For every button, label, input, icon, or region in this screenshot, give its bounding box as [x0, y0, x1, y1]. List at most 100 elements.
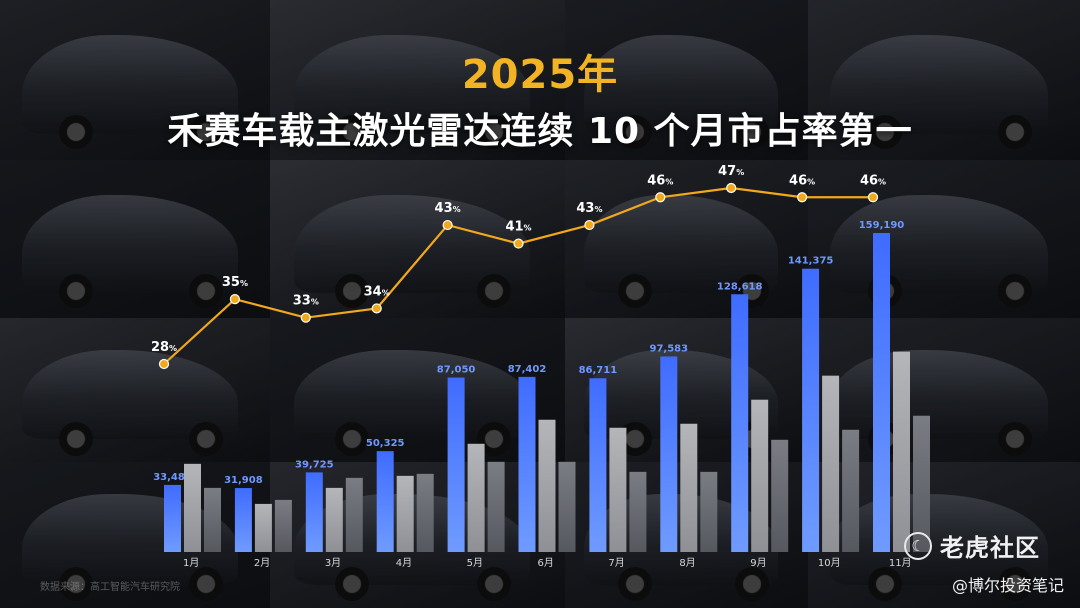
market-share-point	[158, 358, 170, 370]
car-wheel	[59, 422, 93, 456]
market-share-point	[726, 182, 737, 194]
car-wheel	[998, 274, 1032, 308]
bar-value-label: 87,402	[508, 364, 547, 375]
market-share-label: 33%	[293, 294, 319, 309]
market-share-point	[867, 192, 879, 203]
bar-value-label: 97,583	[650, 343, 689, 354]
market-share-point	[371, 303, 382, 314]
background-photo-tile	[0, 160, 270, 318]
car-wheel	[998, 567, 1032, 601]
bar-value-label: 33,485	[153, 472, 192, 483]
x-tick-label: 10月	[818, 557, 841, 569]
car-wheel	[868, 115, 902, 149]
other-bar-light	[680, 423, 698, 552]
car-wheel	[189, 115, 223, 149]
background-photo-tile	[565, 0, 808, 160]
other-bar-light	[538, 419, 556, 552]
market-share-line	[163, 186, 873, 365]
background-photo-tile	[270, 0, 565, 160]
x-tick-label: 7月	[608, 557, 624, 569]
x-tick-label: 3月	[325, 557, 341, 569]
other-bar-dark	[416, 473, 434, 552]
market-share-label: 43%	[435, 201, 461, 216]
market-share-point	[229, 294, 240, 305]
bar-value-label: 128,618	[717, 281, 763, 292]
other-bar-light	[822, 375, 840, 552]
car-wheel	[189, 567, 223, 601]
source-note: 数据来源：高工智能汽车研究院	[40, 582, 180, 593]
car-wheel	[59, 567, 93, 601]
car-wheel	[189, 422, 223, 456]
market-share-point	[584, 219, 595, 231]
market-share-point	[300, 312, 311, 323]
market-share-label: 46%	[647, 173, 673, 188]
other-bar-dark	[842, 429, 860, 552]
hesai-bar	[164, 484, 181, 552]
author-handle: @博尔投资笔记	[951, 576, 1064, 595]
bar-value-label: 31,908	[224, 475, 263, 486]
x-tick-label: 5月	[467, 557, 483, 569]
car-wheel	[477, 567, 511, 601]
hesai-bar	[589, 378, 607, 552]
x-tick-label: 11月	[889, 557, 912, 569]
other-bar-light	[184, 463, 201, 552]
market-share-label: 46%	[860, 173, 886, 188]
other-bar-dark	[345, 477, 363, 552]
car-wheel	[618, 274, 652, 308]
other-bar-dark	[204, 487, 221, 552]
car-wheel	[998, 422, 1032, 456]
bar-value-label: 141,375	[788, 256, 834, 267]
market-share-label: 35%	[222, 275, 248, 290]
bar-value-label: 39,725	[295, 459, 334, 470]
car-wheel	[335, 115, 369, 149]
car-wheel	[189, 274, 223, 308]
market-share-label: 46%	[789, 173, 815, 188]
other-bar-light	[254, 503, 272, 552]
car-wheel	[477, 274, 511, 308]
background-photo-tile	[565, 160, 808, 318]
car-wheel	[618, 567, 652, 601]
other-bar-dark	[487, 461, 505, 552]
other-bar-light	[396, 475, 414, 552]
bar-value-label: 86,711	[579, 365, 618, 376]
hesai-bar	[873, 233, 890, 552]
other-bar-dark	[558, 461, 576, 552]
market-share-label: 43%	[576, 201, 602, 216]
other-bar-dark	[771, 439, 789, 552]
hesai-bar	[518, 376, 536, 552]
hesai-bar	[660, 356, 678, 552]
other-bar-dark	[913, 415, 930, 552]
other-bar-light	[893, 351, 910, 552]
other-bar-light	[751, 399, 769, 552]
background-photo-tile	[808, 0, 1080, 160]
car-wheel	[735, 115, 769, 149]
x-tick-label: 2月	[254, 557, 270, 569]
market-share-point	[513, 238, 524, 249]
car-wheel	[618, 115, 652, 149]
watermark-text: 老虎社区	[940, 534, 1040, 562]
bar-value-label: 87,050	[437, 365, 476, 376]
x-tick-label: 4月	[396, 557, 412, 569]
other-bar-dark	[629, 471, 647, 552]
x-tick-label: 8月	[679, 557, 695, 569]
other-bar-dark	[274, 499, 292, 552]
market-share-label: 41%	[505, 220, 531, 235]
x-tick-label: 9月	[750, 557, 766, 569]
market-share-point	[442, 219, 453, 231]
car-wheel	[335, 422, 369, 456]
hesai-bar	[447, 377, 465, 552]
x-tick-label: 6月	[538, 557, 554, 569]
background-photo-tile	[270, 160, 565, 318]
market-share-label: 34%	[364, 284, 390, 299]
hesai-bar	[802, 268, 820, 552]
hesai-bar	[234, 488, 252, 552]
tiger-community-icon: ☾	[904, 531, 932, 560]
car-wheel	[998, 115, 1032, 149]
bar-value-label: 50,325	[366, 438, 405, 449]
hesai-bar	[376, 451, 394, 552]
background-photo-tile	[0, 0, 270, 160]
background-photo-tile	[0, 318, 270, 462]
hesai-bar	[305, 472, 323, 552]
